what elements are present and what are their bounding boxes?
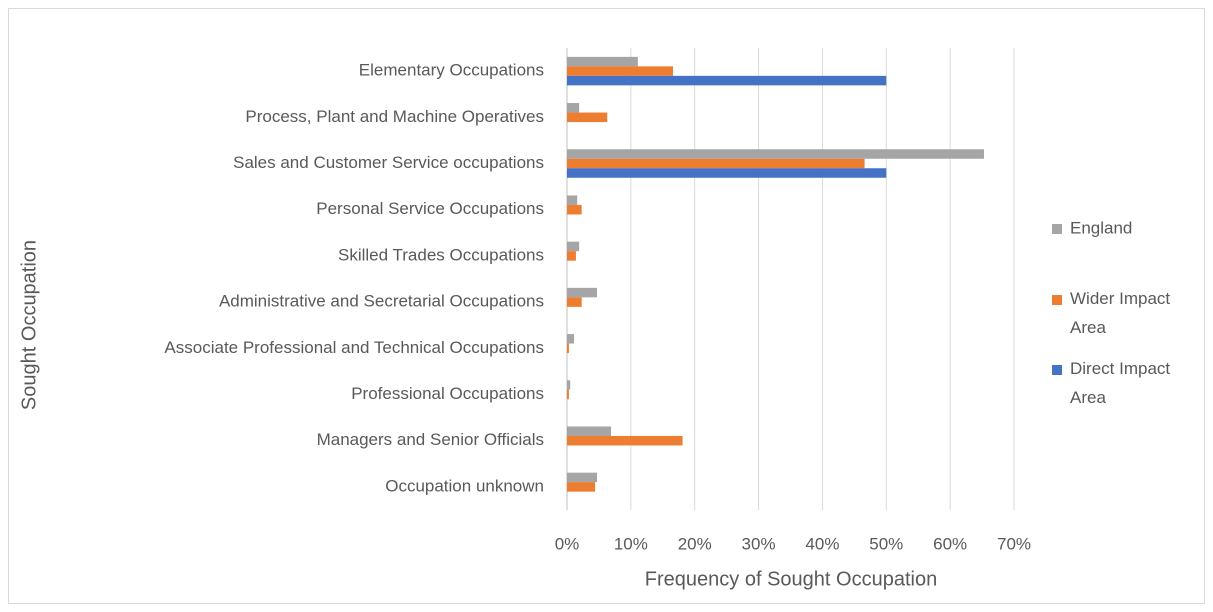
y-tick-label: Process, Plant and Machine Operatives [245, 107, 544, 126]
bar [567, 112, 608, 123]
legend-label-line: Wider Impact [1070, 289, 1170, 308]
y-tick-label: Skilled Trades Occupations [338, 245, 544, 264]
legend-label: Direct Impact Area [1070, 359, 1170, 407]
y-tick-label: Occupation unknown [385, 476, 544, 495]
legend-label-line: Direct Impact [1070, 359, 1170, 378]
y-axis-title: Sought Occupation [18, 240, 40, 410]
bar [567, 66, 674, 76]
x-axis-title: Frequency of Sought Occupation [645, 568, 937, 590]
bar [567, 204, 582, 215]
bar [567, 482, 596, 492]
legend-label: Wider Impact Area [1070, 289, 1170, 337]
x-tick-label: 30% [742, 534, 776, 553]
bar [567, 195, 578, 205]
legend-label-line: Area [1070, 388, 1106, 407]
bar [567, 103, 580, 113]
bar [567, 472, 598, 483]
bar [567, 426, 612, 436]
y-tick-label: Personal Service Occupations [316, 199, 544, 218]
bar [567, 380, 571, 390]
x-tick-label: 20% [678, 534, 712, 553]
bar [567, 389, 569, 400]
y-tick-label: Administrative and Secretarial Occupatio… [219, 292, 544, 311]
bar [567, 251, 576, 261]
y-tick-label: Managers and Senior Officials [317, 430, 544, 449]
bar [567, 297, 582, 307]
legend-swatch [1052, 224, 1062, 234]
bar [567, 158, 865, 169]
bar [567, 435, 683, 446]
x-tick-label: 10% [614, 534, 648, 553]
y-tick-label: Sales and Customer Service occupations [233, 153, 544, 172]
y-tick-label: Professional Occupations [351, 384, 544, 403]
x-tick-label: 0% [555, 534, 580, 553]
legend-label-line: Area [1070, 318, 1106, 337]
legend-swatch [1052, 365, 1062, 375]
bar [567, 75, 887, 86]
bar [567, 334, 575, 344]
x-tick-label: 50% [869, 534, 903, 553]
bar [567, 168, 887, 178]
legend-swatch [1052, 295, 1062, 305]
bar [567, 56, 638, 67]
y-tick-label: Associate Professional and Technical Occ… [164, 338, 544, 357]
bar [567, 343, 569, 354]
chart-border [8, 8, 1205, 604]
x-tick-label: 70% [997, 534, 1031, 553]
bar [567, 287, 598, 298]
bar [567, 241, 580, 252]
legend-label: England [1070, 218, 1132, 237]
y-tick-label: Elementary Occupations [359, 61, 544, 80]
bar [567, 149, 984, 159]
x-tick-label: 40% [805, 534, 839, 553]
x-tick-label: 60% [933, 534, 967, 553]
